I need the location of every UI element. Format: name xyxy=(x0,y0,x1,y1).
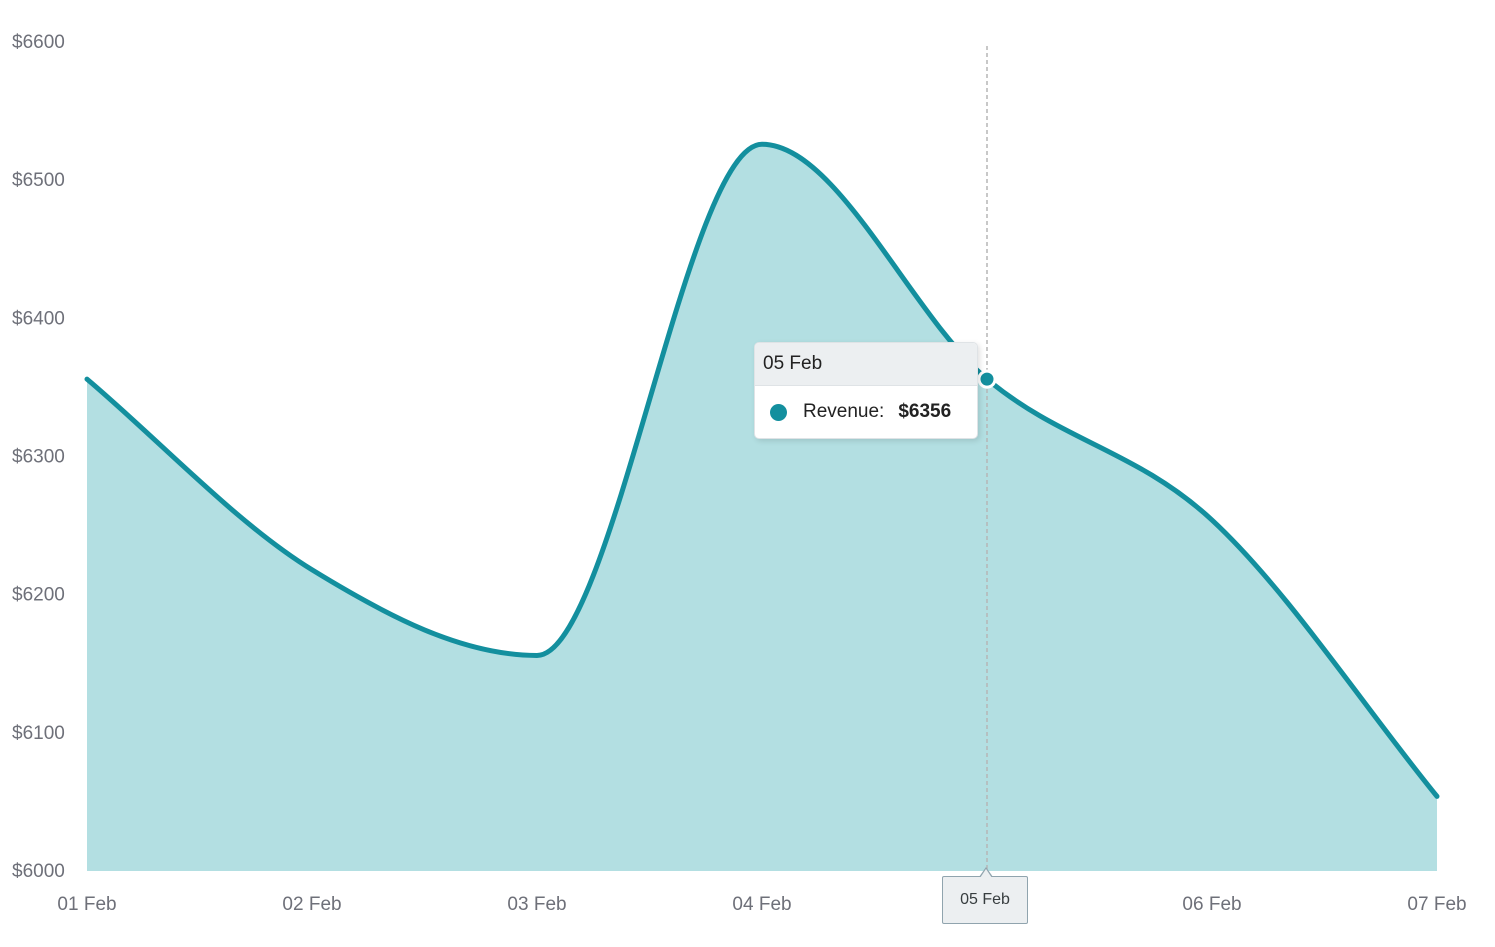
tooltip-title: 05 Feb xyxy=(755,343,977,386)
y-tick-label: $6300 xyxy=(12,447,65,468)
x-axis-labels: 01 Feb 02 Feb 03 Feb 04 Feb 06 Feb 07 Feb xyxy=(57,894,1466,915)
x-tick-label: 06 Feb xyxy=(1182,894,1241,915)
revenue-area-fill xyxy=(87,144,1437,871)
y-tick-label: $6100 xyxy=(12,723,65,744)
x-tick-label: 02 Feb xyxy=(282,894,341,915)
y-tick-label: $6200 xyxy=(12,585,65,606)
y-tick-label: $6400 xyxy=(12,308,65,329)
x-tick-label: 04 Feb xyxy=(732,894,791,915)
chart-tooltip: 05 Feb Revenue: $6356 xyxy=(754,342,978,439)
tooltip-body: Revenue: $6356 xyxy=(755,386,977,438)
active-data-point[interactable] xyxy=(977,369,997,389)
y-tick-label: $6500 xyxy=(12,170,65,191)
tooltip-value: $6356 xyxy=(898,401,952,422)
tooltip-series-label: Revenue: xyxy=(803,401,885,422)
x-tick-label: 07 Feb xyxy=(1407,894,1466,915)
revenue-series-line xyxy=(84,141,1440,799)
tooltip-series-marker-icon xyxy=(770,403,787,421)
y-tick-label: $6600 xyxy=(12,32,65,53)
x-crosshair-label: 05 Feb xyxy=(942,867,1028,924)
x-tick-label: 03 Feb xyxy=(507,894,566,915)
x-tick-label: 01 Feb xyxy=(57,894,116,915)
y-tick-label: $6000 xyxy=(12,861,65,882)
y-axis-labels: $6000 $6100 $6200 $6300 $6400 $6500 $6600 xyxy=(12,32,65,882)
